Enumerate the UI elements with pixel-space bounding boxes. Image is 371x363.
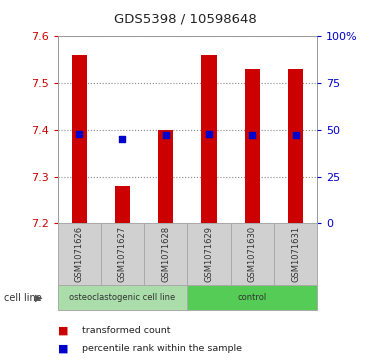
Text: ▶: ▶ [35, 293, 43, 303]
Text: control: control [238, 293, 267, 302]
Text: osteoclastogenic cell line: osteoclastogenic cell line [69, 293, 175, 302]
Text: GSM1071628: GSM1071628 [161, 226, 170, 282]
Point [206, 131, 212, 136]
Text: GSM1071626: GSM1071626 [75, 226, 83, 282]
Bar [115, 186, 130, 223]
Bar [274, 223, 317, 285]
Text: GDS5398 / 10598648: GDS5398 / 10598648 [114, 13, 257, 26]
Bar [144, 223, 187, 285]
Bar [288, 69, 303, 223]
Text: GSM1071629: GSM1071629 [204, 226, 213, 282]
Bar [158, 130, 173, 223]
Bar [101, 223, 144, 285]
Bar [231, 223, 274, 285]
Bar [245, 69, 260, 223]
Text: percentile rank within the sample: percentile rank within the sample [82, 344, 242, 353]
Point [119, 136, 125, 142]
Point [163, 132, 169, 138]
Bar [187, 223, 231, 285]
Point [293, 132, 299, 138]
Text: ■: ■ [58, 325, 68, 335]
Text: transformed count: transformed count [82, 326, 170, 335]
Text: GSM1071627: GSM1071627 [118, 226, 127, 282]
Text: cell line: cell line [4, 293, 42, 303]
Point [249, 132, 255, 138]
Bar [187, 285, 317, 310]
Bar [201, 55, 217, 223]
Point [76, 131, 82, 136]
Text: GSM1071631: GSM1071631 [291, 226, 300, 282]
Bar [58, 285, 187, 310]
Bar [58, 223, 101, 285]
Bar [72, 55, 87, 223]
Text: ■: ■ [58, 343, 68, 354]
Text: GSM1071630: GSM1071630 [248, 226, 257, 282]
